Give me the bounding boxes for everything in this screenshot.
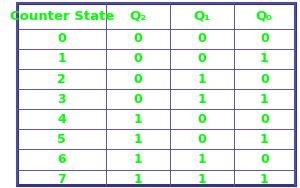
- Text: 1: 1: [134, 113, 142, 126]
- Text: Q₂: Q₂: [130, 10, 147, 23]
- Text: 1: 1: [57, 52, 66, 65]
- Text: 0: 0: [134, 73, 142, 86]
- Text: 0: 0: [57, 32, 66, 45]
- Text: 2: 2: [57, 73, 66, 86]
- Text: 0: 0: [197, 52, 206, 65]
- Text: 1: 1: [134, 133, 142, 146]
- Text: 0: 0: [197, 32, 206, 45]
- Text: Q₁: Q₁: [193, 10, 210, 23]
- Text: 1: 1: [260, 93, 269, 106]
- Text: Counter State: Counter State: [10, 10, 114, 23]
- Text: 0: 0: [260, 153, 269, 166]
- Text: 0: 0: [197, 133, 206, 146]
- Text: 1: 1: [197, 173, 206, 186]
- Text: 1: 1: [197, 93, 206, 106]
- Text: 1: 1: [134, 153, 142, 166]
- Text: 1: 1: [260, 173, 269, 186]
- Text: 3: 3: [57, 93, 66, 106]
- Text: 7: 7: [57, 173, 66, 186]
- Text: 0: 0: [197, 113, 206, 126]
- Text: 0: 0: [134, 93, 142, 106]
- Text: 1: 1: [260, 52, 269, 65]
- Text: 6: 6: [57, 153, 66, 166]
- Text: 5: 5: [57, 133, 66, 146]
- Text: 1: 1: [134, 173, 142, 186]
- Text: 0: 0: [260, 73, 269, 86]
- Text: 1: 1: [197, 73, 206, 86]
- Text: 0: 0: [260, 32, 269, 45]
- Text: Q₀: Q₀: [256, 10, 273, 23]
- Text: 0: 0: [260, 113, 269, 126]
- Text: 1: 1: [197, 153, 206, 166]
- Text: 0: 0: [134, 52, 142, 65]
- Text: 4: 4: [57, 113, 66, 126]
- Text: 0: 0: [134, 32, 142, 45]
- Text: 1: 1: [260, 133, 269, 146]
